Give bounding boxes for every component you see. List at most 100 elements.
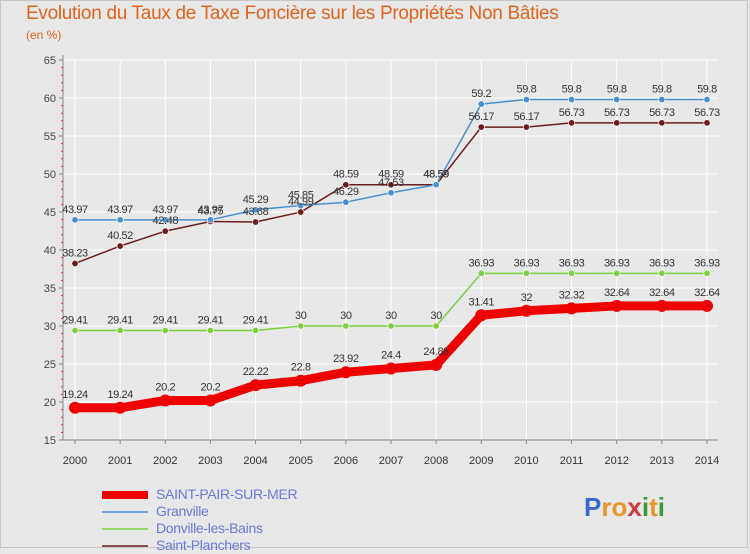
logo-letter: P [584, 492, 602, 522]
data-label: 45.29 [243, 194, 269, 206]
data-point [71, 216, 79, 224]
data-point [206, 326, 214, 334]
logo-letter: i [641, 492, 650, 522]
x-tick-label: 2007 [379, 455, 403, 467]
data-label: 24.4 [381, 350, 401, 362]
data-point [71, 259, 79, 267]
data-point [342, 198, 350, 206]
data-label: 36.93 [514, 257, 540, 269]
data-label: 44.99 [288, 196, 314, 208]
data-point [477, 269, 485, 277]
data-point [613, 119, 621, 127]
data-label: 48.59 [333, 169, 359, 181]
logo-letter: r [601, 492, 612, 522]
data-point [522, 269, 530, 277]
data-label: 29.41 [153, 314, 179, 326]
data-label: 32 [521, 292, 533, 304]
data-label: 19.24 [62, 389, 88, 401]
legend-label: SAINT-PAIR-SUR-MER [156, 486, 298, 502]
data-point [658, 269, 666, 277]
data-point [385, 362, 397, 375]
data-point [432, 322, 440, 330]
series-granville [71, 96, 711, 224]
data-point [297, 322, 305, 330]
data-label: 29.41 [243, 314, 269, 326]
data-point [703, 269, 711, 277]
data-point [69, 401, 81, 414]
data-label: 43.97 [107, 204, 133, 216]
data-point [613, 269, 621, 277]
x-tick-label: 2000 [63, 455, 87, 467]
data-label: 31.41 [469, 296, 495, 308]
data-label: 45.85 [288, 190, 314, 202]
data-point [116, 326, 124, 334]
data-point [701, 299, 713, 312]
data-label: 22.8 [291, 362, 311, 374]
data-point [477, 123, 485, 131]
data-label: 59.8 [562, 84, 582, 96]
data-point [565, 302, 578, 315]
data-label: 32.64 [649, 287, 675, 299]
data-point [297, 208, 305, 216]
data-point [387, 322, 395, 330]
legend-item-donville: Donville-les-Bains [100, 520, 297, 537]
legend-label: Donville-les-Bains [156, 520, 263, 536]
y-tick-label: 65 [44, 55, 56, 67]
data-point [568, 96, 576, 104]
x-tick-label: 2003 [198, 455, 222, 467]
proxiti-logo: Proxiti [584, 492, 665, 523]
data-point [297, 202, 305, 210]
data-point [477, 100, 485, 108]
data-label: 56.73 [604, 107, 630, 119]
data-label: 36.93 [469, 257, 495, 269]
data-point [161, 227, 169, 235]
x-tick-label: 2004 [243, 455, 267, 467]
y-tick-label: 20 [44, 397, 56, 409]
data-label: 19.24 [107, 389, 133, 401]
logo-letter: i [657, 492, 665, 522]
x-tick-label: 2009 [469, 455, 493, 467]
data-point [387, 189, 395, 197]
data-label: 40.52 [107, 230, 133, 242]
data-label: 30 [340, 310, 352, 322]
data-point [252, 326, 260, 334]
x-tick-label: 2013 [650, 455, 674, 467]
data-point [613, 96, 621, 104]
data-label: 56.73 [694, 107, 720, 119]
data-label: 59.8 [697, 84, 717, 96]
x-tick-label: 2002 [153, 455, 177, 467]
data-label: 48.59 [423, 169, 449, 181]
data-label: 38.23 [62, 247, 88, 259]
x-tick-label: 2008 [424, 455, 448, 467]
data-label: 56.17 [514, 111, 540, 123]
data-label: 32.64 [604, 287, 630, 299]
data-point [522, 123, 530, 131]
logo-letter: o [611, 492, 628, 522]
legend-item-saint-pair: SAINT-PAIR-SUR-MER [100, 486, 298, 503]
data-label: 56.17 [469, 111, 495, 123]
data-point [206, 216, 214, 224]
series-donville-les-bains [71, 269, 711, 334]
data-point [658, 119, 666, 127]
data-point [655, 299, 668, 312]
data-point [703, 119, 711, 127]
x-tick-label: 2006 [334, 455, 358, 467]
y-tick-label: 45 [44, 207, 56, 219]
data-label: 20.2 [201, 381, 221, 393]
data-label: 56.73 [649, 107, 675, 119]
y-tick-label: 40 [44, 245, 56, 257]
legend-item-saint-planchers: Saint-Planchers [100, 537, 297, 554]
data-point [658, 96, 666, 104]
y-tick-label: 35 [44, 283, 56, 295]
y-tick-label: 30 [44, 321, 56, 333]
data-label: 23.92 [333, 353, 359, 365]
data-point [116, 242, 124, 250]
data-label: 43.68 [243, 206, 269, 218]
data-label: 30 [295, 310, 307, 322]
data-label: 48.59 [378, 169, 404, 181]
data-point [294, 374, 307, 387]
data-point [252, 206, 260, 214]
x-tick-label: 2005 [288, 455, 312, 467]
data-point [430, 358, 443, 371]
